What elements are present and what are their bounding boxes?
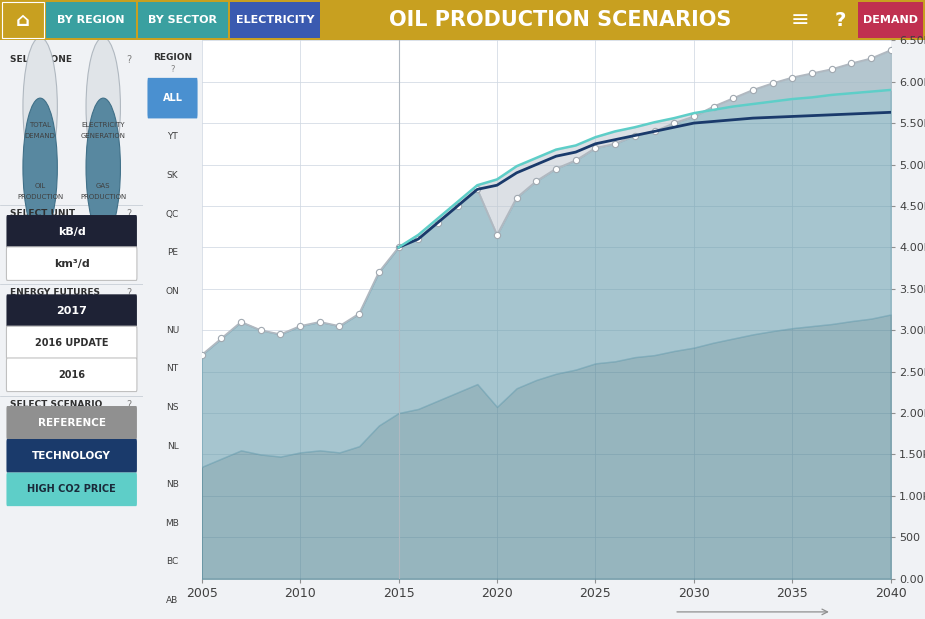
FancyBboxPatch shape xyxy=(6,439,137,472)
Circle shape xyxy=(23,98,57,237)
Bar xyxy=(230,2,320,38)
Text: SELECT UNIT: SELECT UNIT xyxy=(10,209,75,219)
FancyBboxPatch shape xyxy=(6,294,137,328)
Text: PRODUCTION: PRODUCTION xyxy=(17,194,63,199)
FancyBboxPatch shape xyxy=(6,406,137,439)
Text: NB: NB xyxy=(166,480,179,489)
Text: ?: ? xyxy=(170,64,175,74)
Text: NS: NS xyxy=(166,403,179,412)
Text: QC: QC xyxy=(166,210,179,219)
Text: HIGH CO2 PRICE: HIGH CO2 PRICE xyxy=(28,484,116,495)
Text: DEMAND: DEMAND xyxy=(862,15,918,25)
FancyBboxPatch shape xyxy=(6,472,137,506)
Text: ?: ? xyxy=(126,54,131,65)
FancyBboxPatch shape xyxy=(6,326,137,360)
Text: PE: PE xyxy=(167,248,178,258)
Text: ⌂: ⌂ xyxy=(16,11,30,30)
Text: SELECT ONE: SELECT ONE xyxy=(10,54,72,64)
Circle shape xyxy=(86,98,120,237)
Text: TECHNOLOGY: TECHNOLOGY xyxy=(32,451,111,461)
Text: ENERGY FUTURES: ENERGY FUTURES xyxy=(10,288,100,297)
Text: kB/d: kB/d xyxy=(57,227,85,237)
Text: ELECTRICITY: ELECTRICITY xyxy=(236,15,314,25)
Text: OIL PRODUCTION SCENARIOS: OIL PRODUCTION SCENARIOS xyxy=(388,10,731,30)
Text: NL: NL xyxy=(166,441,179,451)
Circle shape xyxy=(86,37,120,176)
Bar xyxy=(2,2,44,38)
Text: MB: MB xyxy=(166,519,179,528)
Text: 2017: 2017 xyxy=(56,306,87,316)
Text: ?: ? xyxy=(834,11,845,30)
Text: BY SECTOR: BY SECTOR xyxy=(149,15,217,25)
Bar xyxy=(46,2,136,38)
Text: ON: ON xyxy=(166,287,179,296)
Text: ?: ? xyxy=(126,400,131,410)
Text: OIL: OIL xyxy=(34,183,45,189)
Text: TOTAL: TOTAL xyxy=(30,123,51,128)
Text: NT: NT xyxy=(166,364,179,373)
Text: NU: NU xyxy=(166,326,179,334)
FancyBboxPatch shape xyxy=(6,215,137,249)
Text: PRODUCTION: PRODUCTION xyxy=(80,194,127,199)
Text: YT: YT xyxy=(167,132,178,141)
Text: AB: AB xyxy=(166,596,179,605)
Text: ≡: ≡ xyxy=(791,10,809,30)
Bar xyxy=(858,2,923,38)
Text: ALL: ALL xyxy=(163,93,182,103)
Text: ?: ? xyxy=(126,209,131,219)
Text: 2016 UPDATE: 2016 UPDATE xyxy=(35,338,108,348)
Text: ELECTRICITY: ELECTRICITY xyxy=(81,123,125,128)
Bar xyxy=(138,2,228,38)
Circle shape xyxy=(23,37,57,176)
Text: BC: BC xyxy=(166,558,179,566)
Text: REFERENCE: REFERENCE xyxy=(38,418,105,428)
Text: km³/d: km³/d xyxy=(54,259,90,269)
Text: 2016: 2016 xyxy=(58,370,85,380)
Text: GENERATION: GENERATION xyxy=(80,133,126,139)
Text: GAS: GAS xyxy=(96,183,110,189)
FancyBboxPatch shape xyxy=(6,247,137,280)
FancyBboxPatch shape xyxy=(6,358,137,392)
Text: ?: ? xyxy=(126,288,131,298)
Text: SK: SK xyxy=(166,171,179,180)
Text: BY REGION: BY REGION xyxy=(57,15,125,25)
Text: REGION: REGION xyxy=(153,53,192,62)
FancyBboxPatch shape xyxy=(147,78,198,118)
Text: SELECT SCENARIO: SELECT SCENARIO xyxy=(10,400,103,409)
Text: DEMAND: DEMAND xyxy=(25,133,56,139)
